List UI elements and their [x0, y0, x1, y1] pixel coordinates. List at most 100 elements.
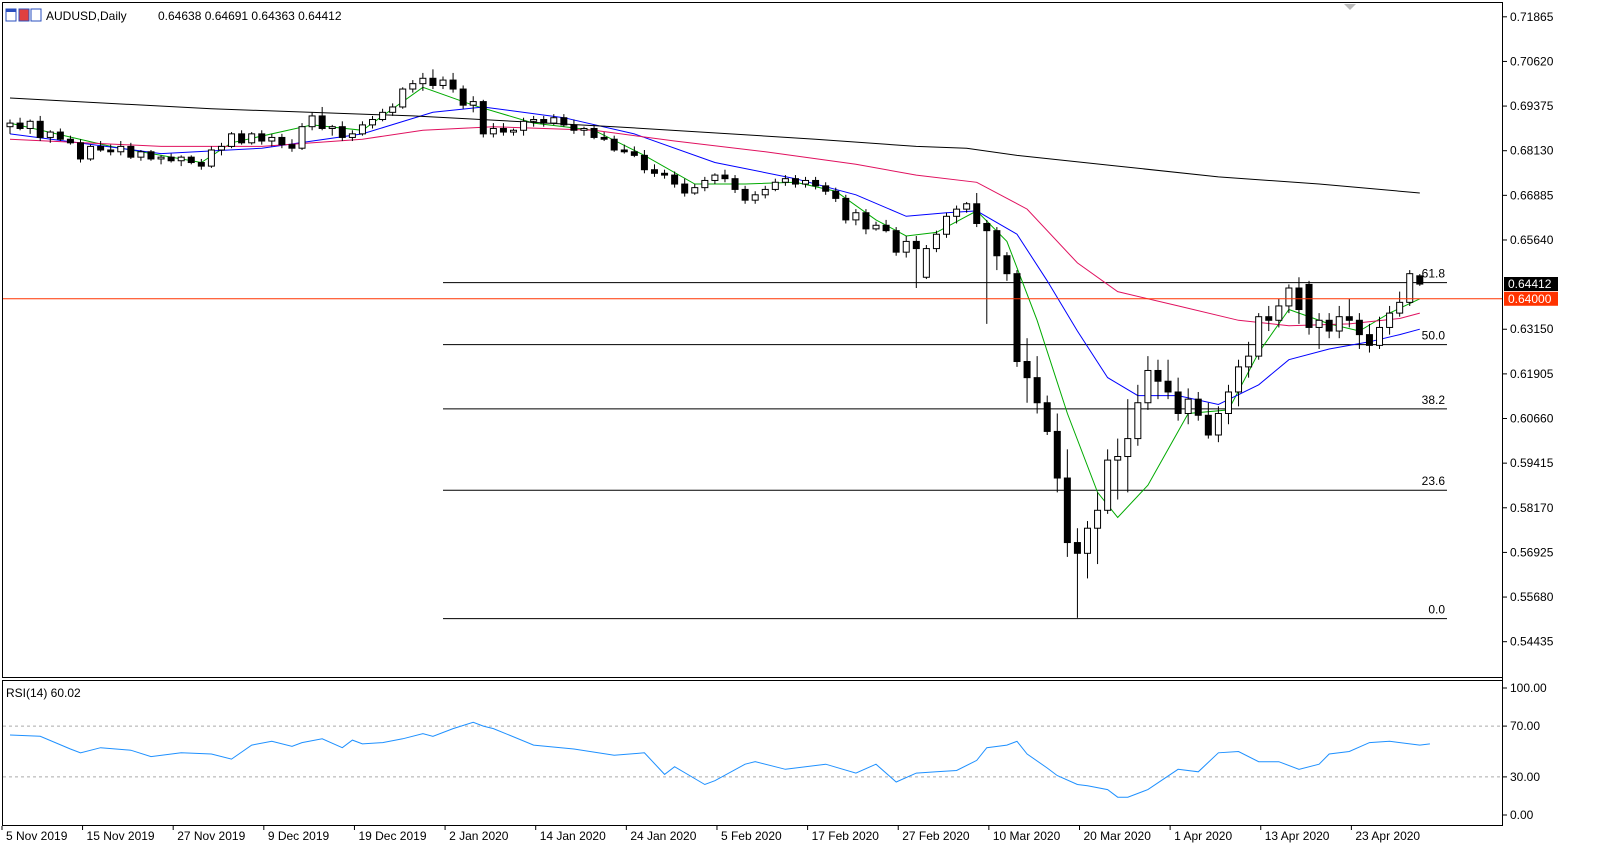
candle-body	[1355, 319, 1363, 336]
candle-body	[711, 174, 719, 181]
candle-body	[1053, 430, 1061, 479]
candle-body	[822, 185, 830, 192]
candle-body	[1063, 477, 1071, 544]
time-tick-label: 17 Feb 2020	[812, 829, 880, 843]
candle-body	[1194, 398, 1202, 416]
candle-body	[369, 119, 377, 126]
candle-body	[1124, 438, 1132, 458]
candle-body	[892, 230, 900, 253]
price-tick-label: 0.63150	[1510, 322, 1554, 336]
price-tick-label: 0.69375	[1510, 99, 1554, 113]
candle-body	[842, 197, 850, 221]
candle-body	[1164, 380, 1172, 393]
candle-body	[1315, 319, 1323, 328]
candle-body	[197, 162, 205, 167]
candle-body	[338, 126, 346, 138]
candle-body	[661, 172, 669, 176]
chart-window-icon-alt[interactable]	[18, 8, 42, 22]
candle-body	[691, 187, 699, 194]
candle-body	[862, 212, 870, 230]
candle-body	[620, 149, 628, 153]
candle-body	[389, 106, 397, 113]
candle-body	[530, 119, 538, 122]
time-tick-label: 27 Feb 2020	[902, 829, 970, 843]
price-tick-label: 0.55680	[1510, 590, 1554, 604]
candle-body	[973, 203, 981, 224]
candle-body	[1376, 326, 1384, 346]
symbol-label: AUDUSD,Daily	[46, 9, 127, 23]
candle-body	[117, 145, 125, 153]
candle-body	[187, 156, 195, 164]
candle-body	[469, 101, 477, 106]
time-tick-label: 14 Jan 2020	[540, 829, 606, 843]
fib-level-label: 23.6	[1422, 474, 1446, 488]
price-tick-label: 0.59415	[1510, 456, 1554, 470]
scroll-marker-icon[interactable]	[1344, 4, 1356, 10]
candle-body	[288, 144, 296, 149]
candle-body	[459, 88, 467, 106]
candle-body	[751, 194, 759, 201]
candle-body	[479, 101, 487, 135]
candle-body	[1184, 398, 1192, 414]
candle-body	[1416, 275, 1424, 285]
candles	[6, 69, 1424, 618]
time-tick-label: 13 Apr 2020	[1265, 829, 1330, 843]
candle-body	[550, 117, 558, 124]
candle-body	[1275, 305, 1283, 321]
rsi-indicator: 100.00 70.00 30.00 0.00	[3, 681, 1547, 822]
candle-body	[943, 215, 951, 235]
candle-body	[1365, 334, 1373, 346]
candle-body	[238, 133, 246, 144]
rsi-title: RSI(14) 60.02	[6, 686, 81, 700]
candle-body	[207, 149, 215, 167]
time-tick-label: 24 Jan 2020	[630, 829, 696, 843]
candle-body	[6, 122, 14, 128]
candle-body	[1204, 414, 1212, 436]
candle-body	[781, 178, 789, 183]
candle-body	[1224, 391, 1232, 414]
price-tick-label: 0.61905	[1510, 367, 1554, 381]
candle-body	[1305, 283, 1313, 328]
candle-body	[771, 181, 779, 190]
candle-body	[832, 190, 840, 199]
candle-body	[731, 178, 739, 190]
candle-body	[348, 133, 356, 138]
time-tick-label: 5 Nov 2019	[6, 829, 68, 843]
candle-body	[56, 131, 64, 140]
candle-body	[761, 188, 769, 196]
time-tick-label: 23 Apr 2020	[1355, 829, 1420, 843]
candle-body	[640, 154, 648, 171]
price-tick-label: 0.66885	[1510, 188, 1554, 202]
price-tick-label: 0.60660	[1510, 412, 1554, 426]
candle-body	[540, 119, 548, 124]
candle-body	[258, 133, 266, 142]
candle-body	[1255, 316, 1263, 357]
rsi-pane-frame	[2, 680, 1503, 826]
candle-body	[1104, 459, 1112, 511]
candle-body	[439, 79, 447, 86]
current-price-label: 0.64000	[1508, 292, 1552, 306]
rsi-tick-label: 0.00	[1510, 808, 1534, 822]
candle-body	[499, 127, 507, 133]
chart-window-icon[interactable]	[5, 8, 17, 22]
candle-body	[701, 179, 709, 189]
candle-body	[671, 174, 679, 185]
candle-body	[1174, 391, 1182, 414]
candle-body	[953, 208, 961, 217]
candle-body	[922, 248, 930, 278]
rsi-tick-label: 70.00	[1510, 719, 1540, 733]
candle-body	[16, 122, 24, 129]
candle-body	[560, 117, 568, 126]
candle-body	[741, 188, 749, 201]
candle-body	[872, 224, 880, 230]
candle-body	[510, 129, 517, 133]
price-tick-label: 0.58170	[1510, 501, 1554, 515]
candle-body	[1094, 509, 1102, 529]
candle-body	[157, 156, 165, 160]
candle-body	[1345, 316, 1353, 321]
candle-body	[278, 136, 286, 146]
fibonacci-retracement[interactable]: 61.8 50.0 38.2 23.6 0.0	[443, 267, 1447, 620]
